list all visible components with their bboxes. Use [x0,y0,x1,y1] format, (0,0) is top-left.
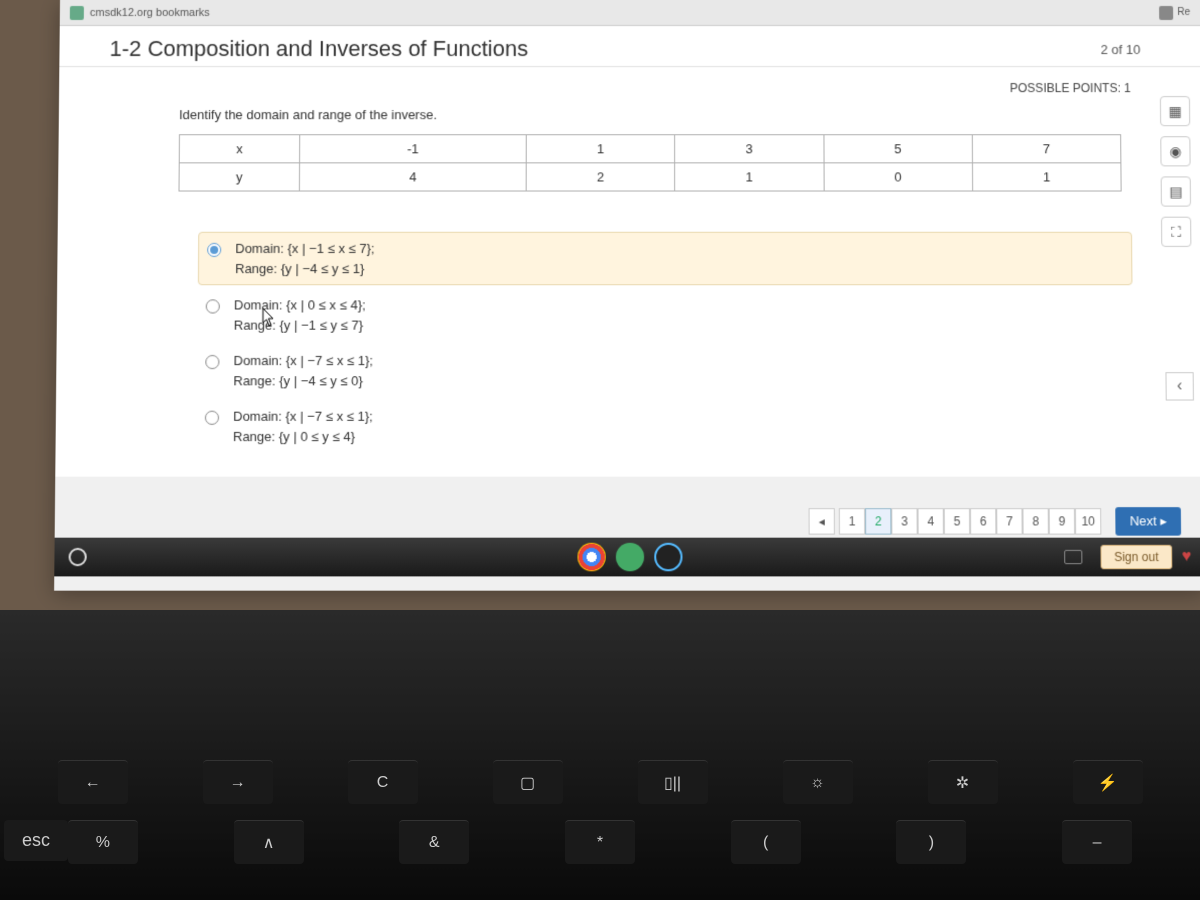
table-cell: -1 [300,135,527,163]
answer-options: Domain: {x | −1 ≤ x ≤ 7};Range: {y | −4 … [176,232,1134,452]
tool-button-1[interactable]: ▦ [1160,96,1190,126]
pager-page-4[interactable]: 4 [918,508,944,534]
table-cell: y [179,163,300,191]
table-cell: 4 [299,163,526,191]
key: → [203,760,273,804]
pager-page-10[interactable]: 10 [1075,508,1101,534]
table-cell: 1 [972,163,1121,191]
answer-option-1[interactable]: Domain: {x | −1 ≤ x ≤ 7};Range: {y | −4 … [198,232,1133,285]
key: ▢ [493,760,563,804]
key: * [565,820,635,864]
app-icon-2[interactable] [616,543,644,572]
pager-page-8[interactable]: 8 [1023,508,1049,534]
question-pager: ◂ 12345678910 Next ▸ [809,507,1181,535]
tool-button-2[interactable]: ◉ [1160,136,1190,166]
key: ) [896,820,966,864]
bookmark-folder-icon [70,5,84,19]
answer-option-2[interactable]: Domain: {x | 0 ≤ x ≤ 4};Range: {y | −1 ≤… [197,289,1133,341]
assignment-title: 1-2 Composition and Inverses of Function… [109,36,528,62]
collapse-sidebar-button[interactable]: ‹ [1165,372,1193,400]
data-table: x-11357y42101 [178,134,1121,191]
sign-out-button[interactable]: Sign out [1101,545,1172,569]
question-text: Identify the domain and range of the inv… [179,107,1131,122]
option-text: Domain: {x | 0 ≤ x ≤ 4};Range: {y | −1 ≤… [234,295,366,334]
mouse-cursor-icon [262,307,276,327]
key: ⚡ [1073,760,1143,804]
progress-indicator: 2 of 10 [1101,42,1141,57]
pager-page-3[interactable]: 3 [891,508,917,534]
table-cell: 3 [675,135,824,163]
next-button[interactable]: Next ▸ [1115,507,1181,535]
answer-option-3[interactable]: Domain: {x | −7 ≤ x ≤ 1};Range: {y | −4 … [197,345,1133,397]
radio-icon[interactable] [205,411,219,425]
key: ∧ [234,820,304,864]
table-cell: 0 [824,163,973,191]
radio-icon[interactable] [205,355,219,369]
chromeos-shelf: Sign out ♥ [54,538,1200,577]
pager-page-5[interactable]: 5 [944,508,970,534]
launcher-icon[interactable] [69,548,87,566]
tool-button-4[interactable]: ⛶ [1161,217,1191,247]
option-text: Domain: {x | −7 ≤ x ≤ 1};Range: {y | −4 … [233,351,373,390]
bookmark-label[interactable]: cmsdk12.org bookmarks [90,6,210,18]
table-cell: x [179,135,300,163]
key: ✲ [928,760,998,804]
reading-list-icon[interactable] [1159,5,1173,19]
bookmark-bar: cmsdk12.org bookmarks Re [60,0,1200,26]
status-tray-icon[interactable]: ♥ [1182,548,1192,566]
key: % [68,820,138,864]
pager-page-6[interactable]: 6 [970,508,996,534]
cast-icon[interactable] [1065,550,1083,564]
table-cell: 5 [824,135,973,163]
radio-icon[interactable] [206,299,220,313]
possible-points: POSSIBLE POINTS: 1 [59,67,1200,101]
key: ▯|| [638,760,708,804]
option-text: Domain: {x | −1 ≤ x ≤ 7};Range: {y | −4 … [235,239,375,278]
tool-button-3[interactable]: ▤ [1161,176,1191,206]
pager-page-7[interactable]: 7 [996,508,1022,534]
pager-prev[interactable]: ◂ [809,508,835,534]
key: – [1062,820,1132,864]
pager-page-1[interactable]: 1 [839,508,865,534]
table-cell: 1 [526,135,675,163]
option-text: Domain: {x | −7 ≤ x ≤ 1};Range: {y | 0 ≤… [233,407,373,447]
key-esc: esc [4,820,68,861]
key: & [399,820,469,864]
chrome-icon[interactable] [577,543,605,572]
reading-list-label[interactable]: Re [1177,7,1190,18]
key: C [348,760,418,804]
key: ( [731,820,801,864]
table-cell: 1 [675,163,824,191]
pager-page-2[interactable]: 2 [865,508,891,534]
radio-icon[interactable] [207,243,221,257]
tool-sidebar: ▦ ◉ ▤ ⛶ [1155,96,1197,247]
key: ☼ [783,760,853,804]
answer-option-4[interactable]: Domain: {x | −7 ≤ x ≤ 1};Range: {y | 0 ≤… [197,401,1134,453]
key: ← [58,760,128,804]
app-icon-3[interactable] [654,543,682,572]
table-cell: 7 [972,135,1121,163]
table-cell: 2 [526,163,675,191]
pager-page-9[interactable]: 9 [1049,508,1075,534]
